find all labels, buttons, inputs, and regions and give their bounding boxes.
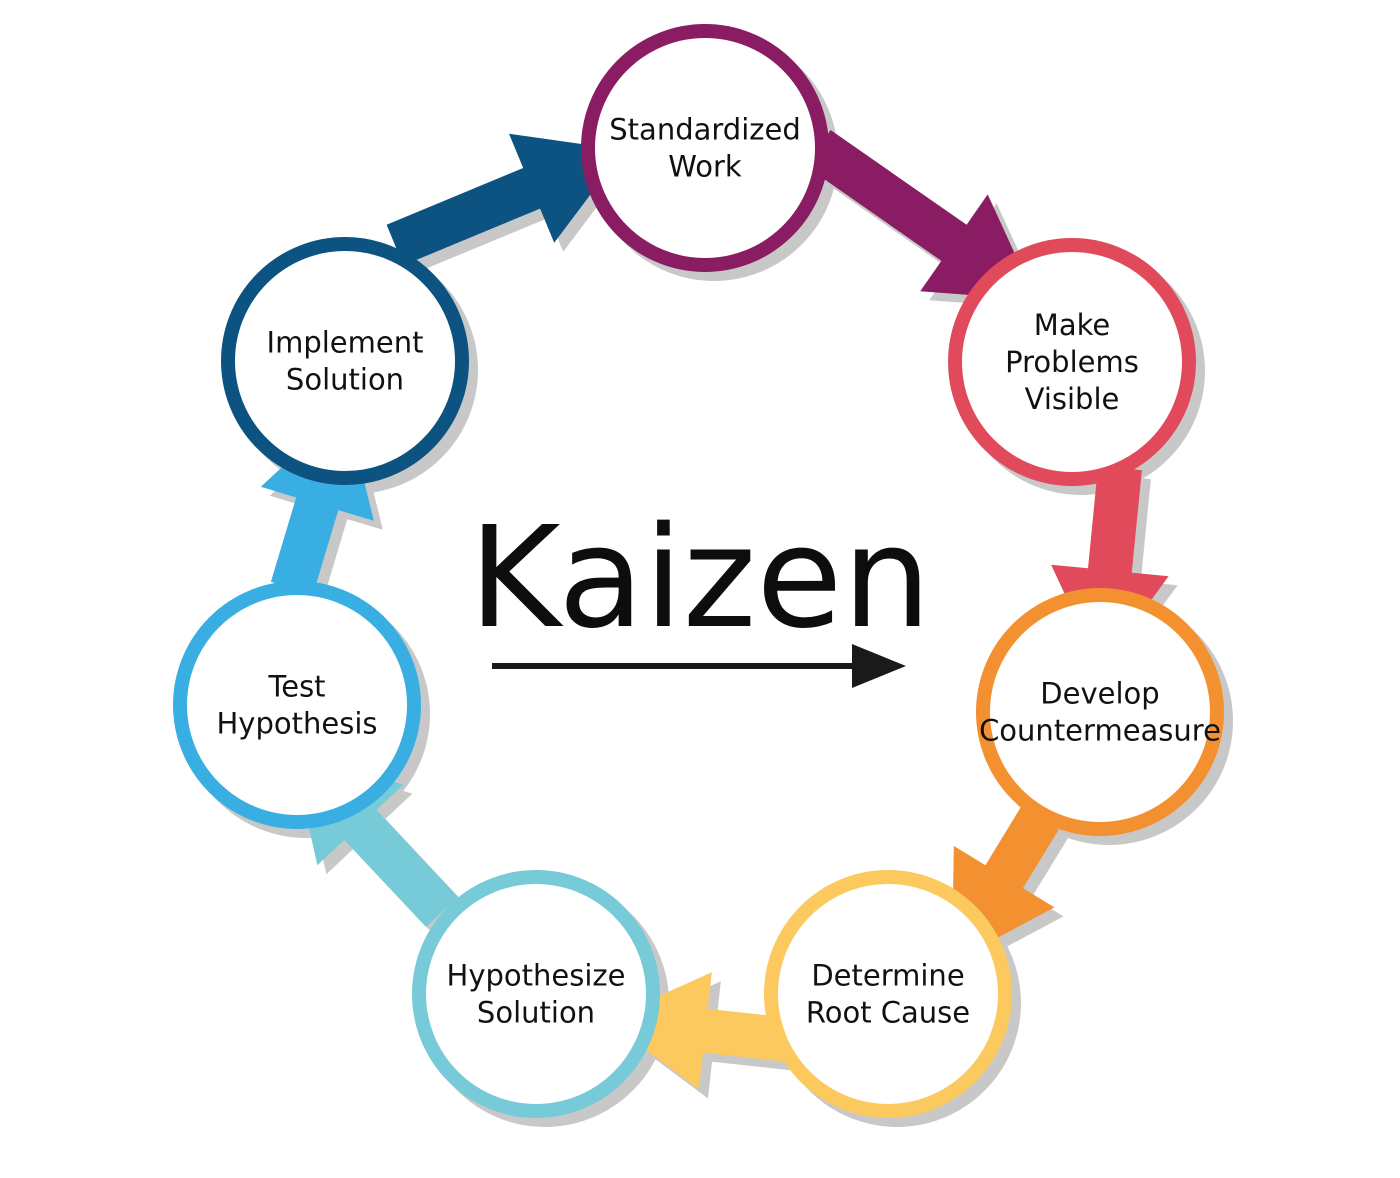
develop-countermeasure-label: Develop Countermeasure — [979, 677, 1221, 748]
implement-solution-circle — [221, 237, 469, 485]
standardized-work-arrow — [805, 130, 1036, 300]
make-problems-visible-circle — [948, 238, 1196, 486]
implement-solution-label: Implement Solution — [267, 326, 424, 397]
standardized-work-circle — [581, 24, 829, 272]
develop-countermeasure-label-line: Countermeasure — [979, 714, 1221, 748]
test-hypothesis-label: Test Hypothesis — [217, 670, 378, 741]
standardized-work-label-line: Standardized — [609, 113, 800, 147]
title-arrow — [492, 644, 906, 688]
test-hypothesis-label-line: Hypothesis — [217, 707, 378, 741]
standardized-work-label: Standardized Work — [609, 113, 800, 184]
circle-layer — [173, 24, 1224, 1118]
hypothesize-solution-circle — [412, 870, 660, 1118]
implement-solution-arrow — [386, 133, 624, 266]
develop-countermeasure-label-line: Develop — [1040, 677, 1159, 711]
develop-countermeasure-circle — [976, 588, 1224, 836]
test-hypothesis-circle — [173, 581, 421, 829]
page-title: Kaizen — [469, 497, 931, 660]
determine-root-cause-label: Determine Root Cause — [806, 959, 970, 1030]
hypothesize-solution-label-line: Hypothesize — [447, 959, 626, 993]
implement-solution-label-line: Solution — [286, 363, 404, 397]
make-problems-visible-label-line: Visible — [1025, 382, 1120, 416]
make-problems-visible-label-line: Problems — [1005, 345, 1139, 379]
hypothesize-solution-label: Hypothesize Solution — [447, 959, 626, 1030]
determine-root-cause-circle — [764, 870, 1012, 1118]
label-layer: Standardized Work Make Problems Visible Devel… — [217, 113, 1221, 1030]
determine-root-cause-label-line: Root Cause — [806, 996, 970, 1030]
make-problems-visible-label: Make Problems Visible — [1005, 308, 1139, 416]
test-hypothesis-label-line: Test — [267, 670, 325, 704]
implement-solution-label-line: Implement — [267, 326, 424, 360]
make-problems-visible-label-line: Make — [1034, 308, 1110, 342]
standardized-work-label-line: Work — [668, 150, 742, 184]
determine-root-cause-label-line: Determine — [811, 959, 964, 993]
hypothesize-solution-label-line: Solution — [477, 996, 595, 1030]
